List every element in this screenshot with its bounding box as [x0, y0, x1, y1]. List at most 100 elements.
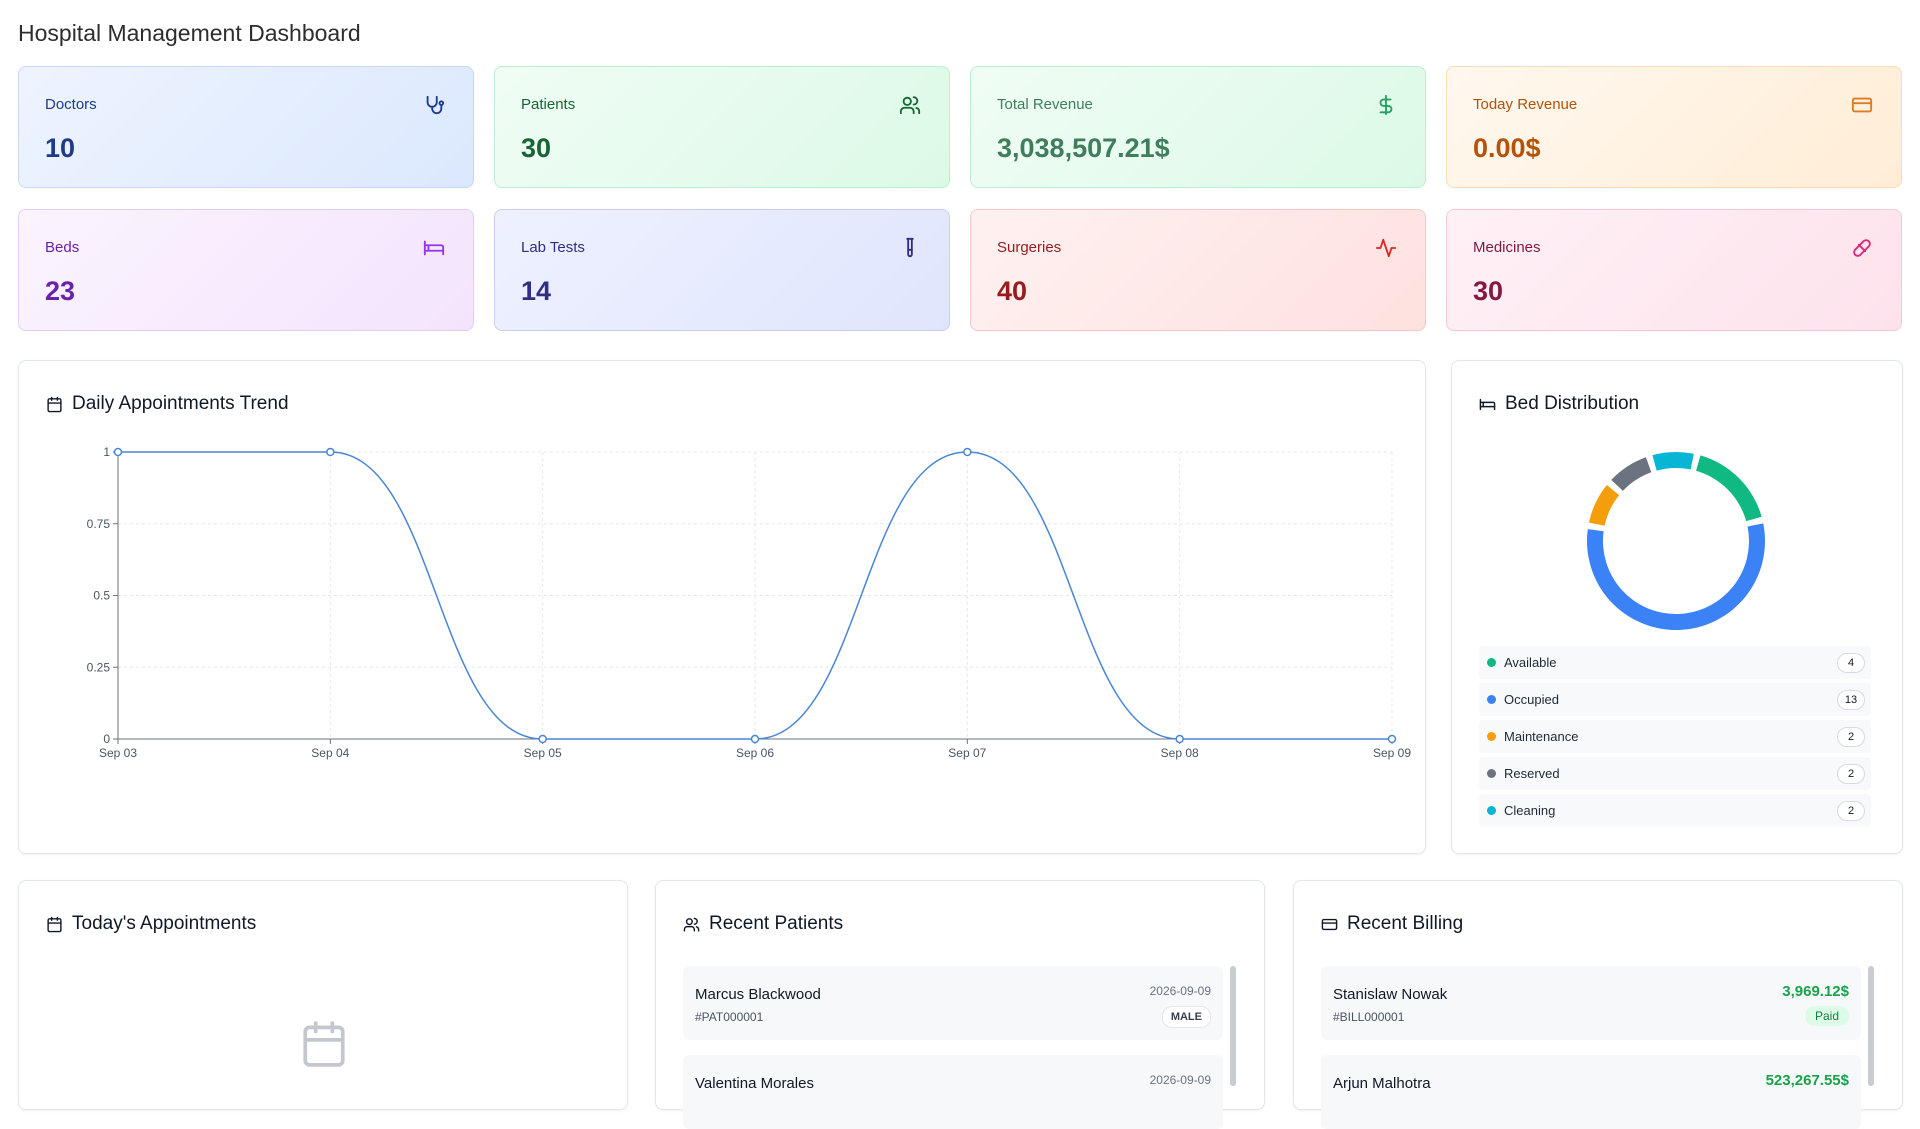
stat-value: 30 — [1473, 276, 1504, 306]
bill-amount: 523,267.55$ — [1765, 1072, 1849, 1089]
x-tick-label: Sep 09 — [1373, 746, 1411, 760]
stat-card-total-revenue[interactable]: Total Revenue 3,038,507.21$ — [970, 66, 1426, 188]
data-point — [750, 734, 760, 744]
stat-value: 30 — [521, 133, 552, 163]
x-tick-label: Sep 08 — [1161, 746, 1199, 760]
patient-id: #PAT000001 — [695, 1010, 764, 1024]
legend-label: Maintenance — [1504, 729, 1579, 744]
panel-title-text: Recent Billing — [1347, 913, 1464, 934]
stat-label: Patients — [521, 96, 576, 113]
billing-list-item[interactable]: Arjun Malhotra 523,267.55$ — [1321, 1055, 1861, 1129]
page-title: Hospital Management Dashboard — [18, 20, 361, 46]
stat-value: 10 — [45, 133, 76, 163]
legend-count: 2 — [1837, 727, 1865, 747]
panel-title-text: Bed Distribution — [1505, 393, 1640, 414]
bill-amount: 3,969.12$ — [1782, 983, 1849, 1000]
data-point — [538, 734, 547, 744]
stethoscope-icon — [423, 94, 445, 116]
legend-label: Occupied — [1504, 692, 1559, 707]
data-point — [326, 447, 335, 457]
bed-icon — [1479, 398, 1496, 410]
bed-icon — [423, 237, 445, 259]
stat-value: 0.00$ — [1473, 133, 1541, 163]
billing-name: Stanislaw Nowak — [1333, 986, 1448, 1003]
stat-card-medicines[interactable]: Medicines 30 — [1446, 209, 1902, 331]
test-tube-icon — [899, 237, 921, 259]
paid-status-badge: Paid — [1804, 1006, 1849, 1026]
stat-value: 40 — [997, 276, 1028, 306]
legend-count: 2 — [1837, 764, 1865, 784]
appointments-trend-panel: Daily Appointments Trend 0 0.25 0.5 0.75 1 Se… — [18, 360, 1426, 854]
stat-label: Doctors — [45, 96, 97, 113]
donut-slice-cleaning — [1652, 452, 1694, 471]
y-tick-label: 0.25 — [87, 660, 111, 674]
scrollbar[interactable] — [1230, 966, 1236, 1086]
credit-card-icon — [1851, 94, 1873, 116]
x-tick-label: Sep 06 — [736, 746, 774, 760]
appointments-trend-title: Daily Appointments Trend — [46, 393, 289, 415]
bed-distribution-title: Bed Distribution — [1479, 393, 1639, 415]
donut-slice-reserved — [1611, 457, 1652, 491]
y-tick-label: 0.5 — [93, 589, 110, 603]
y-tick-label: 1 — [103, 445, 110, 459]
stat-card-surgeries[interactable]: Surgeries 40 — [970, 209, 1426, 331]
patient-name: Valentina Morales — [695, 1075, 814, 1092]
legend-item-reserved[interactable]: Reserved 2 — [1479, 757, 1871, 790]
legend-dot — [1487, 695, 1496, 704]
x-tick-label: Sep 07 — [948, 746, 986, 760]
panel-title-text: Today's Appointments — [72, 913, 257, 934]
legend-item-available[interactable]: Available 4 — [1479, 646, 1871, 679]
y-tick-label: 0.75 — [87, 517, 111, 531]
stat-card-lab-tests[interactable]: Lab Tests 14 — [494, 209, 950, 331]
y-tick-label: 0 — [103, 732, 110, 746]
todays-appointments-title: Today's Appointments — [46, 913, 256, 935]
legend-item-maintenance[interactable]: Maintenance 2 — [1479, 720, 1871, 753]
billing-list-item[interactable]: Stanislaw Nowak #BILL000001 3,969.12$ Pa… — [1321, 966, 1861, 1040]
donut-slice-available — [1696, 455, 1762, 522]
stat-label: Total Revenue — [997, 96, 1093, 113]
recent-patients-title: Recent Patients — [683, 913, 843, 935]
stat-value: 3,038,507.21$ — [997, 133, 1170, 163]
pill-icon — [1851, 237, 1873, 259]
legend-item-occupied[interactable]: Occupied 13 — [1479, 683, 1871, 716]
patient-date: 2026-09-09 — [1149, 1073, 1211, 1087]
donut-slice-occupied — [1587, 523, 1765, 630]
calendar-icon — [47, 916, 62, 932]
x-tick-label: Sep 04 — [311, 746, 349, 760]
legend-item-cleaning[interactable]: Cleaning 2 — [1479, 794, 1871, 827]
legend-dot — [1487, 732, 1496, 741]
data-point — [1387, 734, 1397, 744]
data-point — [1175, 734, 1184, 744]
recent-billing-panel: Recent Billing Stanislaw Nowak #BILL0000… — [1293, 880, 1903, 1129]
patient-date: 2026-09-09 — [1149, 984, 1211, 998]
legend-label: Available — [1504, 655, 1557, 670]
patient-list-item[interactable]: Valentina Morales 2026-09-09 — [683, 1055, 1223, 1129]
dollar-icon — [1375, 94, 1397, 116]
scrollbar[interactable] — [1868, 966, 1874, 1086]
legend-count: 13 — [1837, 690, 1865, 710]
data-point — [113, 447, 123, 457]
stat-label: Today Revenue — [1473, 96, 1578, 113]
legend-label: Reserved — [1504, 766, 1560, 781]
stat-label: Beds — [45, 239, 80, 256]
stat-card-patients[interactable]: Patients 30 — [494, 66, 950, 188]
bed-donut-chart — [1587, 452, 1765, 630]
legend-count: 4 — [1837, 653, 1865, 673]
recent-billing-title: Recent Billing — [1321, 913, 1463, 935]
stat-card-beds[interactable]: Beds 23 — [18, 209, 474, 331]
stat-value: 14 — [521, 276, 552, 306]
stat-card-doctors[interactable]: Doctors 10 — [18, 66, 474, 188]
activity-icon — [1375, 237, 1397, 259]
stat-card-today-revenue[interactable]: Today Revenue 0.00$ — [1446, 66, 1902, 188]
appointments-line-chart: 0 0.25 0.5 0.75 1 Sep 03 Sep 04 Sep 05 Sep 06 Sep… — [87, 445, 1412, 760]
recent-patients-panel: Recent Patients Marcus Blackwood #PAT000… — [655, 880, 1265, 1129]
empty-calendar-icon — [303, 1021, 345, 1067]
legend-dot — [1487, 658, 1496, 667]
patient-list-item[interactable]: Marcus Blackwood #PAT000001 2026-09-09 M… — [683, 966, 1223, 1040]
calendar-icon — [47, 396, 62, 412]
stat-value: 23 — [45, 276, 76, 306]
stat-label: Medicines — [1473, 239, 1541, 256]
bed-distribution-panel: Bed Distribution Available 4 Occupied 13… — [1451, 360, 1903, 854]
donut-slice-maintenance — [1588, 485, 1620, 526]
todays-appointments-panel: Today's Appointments — [18, 880, 628, 1110]
